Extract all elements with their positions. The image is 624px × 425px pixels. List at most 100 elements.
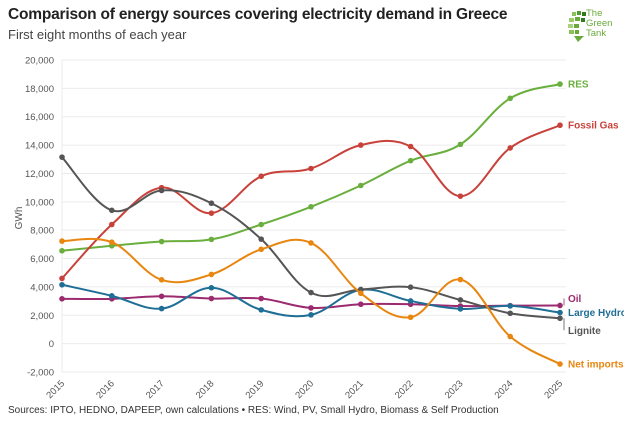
point-oil-2018 xyxy=(208,295,215,302)
point-large-hydro-2019 xyxy=(258,307,265,313)
point-large-hydro-2024 xyxy=(507,303,513,309)
point-oil-2021 xyxy=(358,301,364,308)
point-lignite-2021 xyxy=(358,286,364,293)
point-res-2021 xyxy=(358,182,364,189)
point-large-hydro-2017 xyxy=(158,305,165,312)
series-label-net-imports: Net imports xyxy=(568,360,624,371)
series-label-oil: Oil xyxy=(568,294,582,305)
line-net-imports xyxy=(61,237,561,365)
point-large-hydro-2016 xyxy=(109,293,115,299)
point-res-2022 xyxy=(407,157,414,164)
point-lignite-2023 xyxy=(457,297,464,303)
point-lignite-2025 xyxy=(557,315,563,322)
point-res-2020 xyxy=(308,203,314,210)
point-large-hydro-2022 xyxy=(407,298,414,304)
series-net-imports xyxy=(59,237,563,367)
series-label-res: RES xyxy=(568,80,589,91)
point-res-2024 xyxy=(507,95,513,102)
line-lignite xyxy=(61,156,561,320)
point-res-2017 xyxy=(158,238,165,245)
point-res-2025 xyxy=(557,81,563,87)
point-net-imports-2021 xyxy=(358,290,364,297)
logo-line-3: Tank xyxy=(586,28,607,39)
point-oil-2015 xyxy=(59,296,65,302)
point-lignite-2016 xyxy=(109,207,115,214)
line-chart: -2,000 0 2,000 4,000 6,000 8,000 10,000 12,000 1… xyxy=(14,56,624,401)
point-lignite-2015 xyxy=(59,154,65,160)
series-label-large-hydro: Large Hydro xyxy=(568,308,624,319)
point-res-2023 xyxy=(457,141,464,148)
x-axis-ticks: 2015 2016 2017 2018 2019 2020 2021 2022 2023 2024… xyxy=(44,378,565,400)
y-tick-label: 16,000 xyxy=(25,112,54,123)
y-tick-label: 4,000 xyxy=(30,282,54,293)
point-net-imports-2018 xyxy=(208,271,215,278)
y-tick-label: 14,000 xyxy=(25,141,54,152)
point-lignite-2022 xyxy=(407,284,414,290)
chart-subtitle: First eight months of each year xyxy=(8,27,187,42)
point-fossil-gas-2024 xyxy=(507,145,513,151)
x-tick-label: 2015 xyxy=(44,378,67,400)
point-fossil-gas-2020 xyxy=(308,165,314,172)
x-tick-label: 2017 xyxy=(144,378,167,400)
green-tank-logo: The Green Tank xyxy=(566,8,622,44)
source-note: Sources: IPTO, HEDNO, DAPEEP, own calcul… xyxy=(8,405,499,416)
point-res-2015 xyxy=(59,247,65,254)
y-tick-label: 18,000 xyxy=(25,84,54,95)
y-tick-label: 12,000 xyxy=(25,169,54,180)
logo-line-2: Green xyxy=(586,18,613,29)
point-oil-2019 xyxy=(258,295,265,302)
logo-line-1: The xyxy=(586,8,603,19)
point-net-imports-2020 xyxy=(308,240,314,246)
point-lignite-2018 xyxy=(208,200,215,207)
y-tick-label: 8,000 xyxy=(30,226,54,237)
x-tick-label: 2021 xyxy=(343,378,366,400)
point-lignite-2019 xyxy=(258,236,265,242)
y-tick-label: 20,000 xyxy=(25,56,54,67)
line-large-hydro xyxy=(61,283,561,318)
chart-title: Comparison of energy sources covering el… xyxy=(8,6,508,23)
y-axis-ticks: -2,000 0 2,000 4,000 6,000 8,000 10,000 12,000 1… xyxy=(25,56,54,379)
x-tick-label: 2016 xyxy=(94,378,117,400)
gridlines xyxy=(61,59,566,373)
point-net-imports-2019 xyxy=(258,246,265,253)
point-fossil-gas-2021 xyxy=(358,142,364,148)
point-large-hydro-2020 xyxy=(308,312,314,318)
point-net-imports-2016 xyxy=(109,239,115,246)
point-res-2018 xyxy=(208,236,215,243)
point-net-imports-2015 xyxy=(59,238,65,244)
y-axis-label: GWh xyxy=(14,207,25,230)
point-res-2019 xyxy=(258,221,265,228)
y-tick-label: -2,000 xyxy=(27,368,54,379)
point-fossil-gas-2023 xyxy=(457,193,464,199)
series-labels: RES Fossil Gas Oil Large Hydro Lignite Net im… xyxy=(563,80,624,371)
point-fossil-gas-2022 xyxy=(407,143,414,150)
series-label-fossil-gas: Fossil Gas xyxy=(568,121,619,132)
point-large-hydro-2015 xyxy=(59,281,65,288)
point-fossil-gas-2019 xyxy=(258,173,265,180)
series-label-lignite: Lignite xyxy=(568,326,601,337)
x-tick-label: 2019 xyxy=(244,378,267,400)
point-net-imports-2017 xyxy=(158,277,165,283)
y-tick-label: 10,000 xyxy=(25,197,54,208)
x-tick-label: 2025 xyxy=(542,378,565,400)
point-large-hydro-2025 xyxy=(557,309,563,316)
point-oil-2020 xyxy=(308,305,314,311)
point-oil-2025 xyxy=(557,302,563,309)
point-large-hydro-2018 xyxy=(208,284,215,291)
series-res xyxy=(59,81,563,254)
point-fossil-gas-2018 xyxy=(208,210,215,216)
point-net-imports-2024 xyxy=(507,333,513,340)
x-tick-label: 2022 xyxy=(393,378,416,400)
point-fossil-gas-2015 xyxy=(59,275,65,282)
point-oil-2017 xyxy=(158,293,165,300)
point-lignite-2020 xyxy=(308,289,314,296)
point-net-imports-2023 xyxy=(457,276,464,283)
point-net-imports-2022 xyxy=(407,314,414,321)
point-large-hydro-2023 xyxy=(457,306,464,312)
y-tick-label: 0 xyxy=(49,339,54,350)
point-fossil-gas-2025 xyxy=(557,122,563,129)
logo-text: The Green Tank xyxy=(586,9,612,39)
x-tick-label: 2020 xyxy=(293,378,316,400)
leaf-grid-icon xyxy=(568,11,586,42)
y-tick-label: 6,000 xyxy=(30,254,54,265)
